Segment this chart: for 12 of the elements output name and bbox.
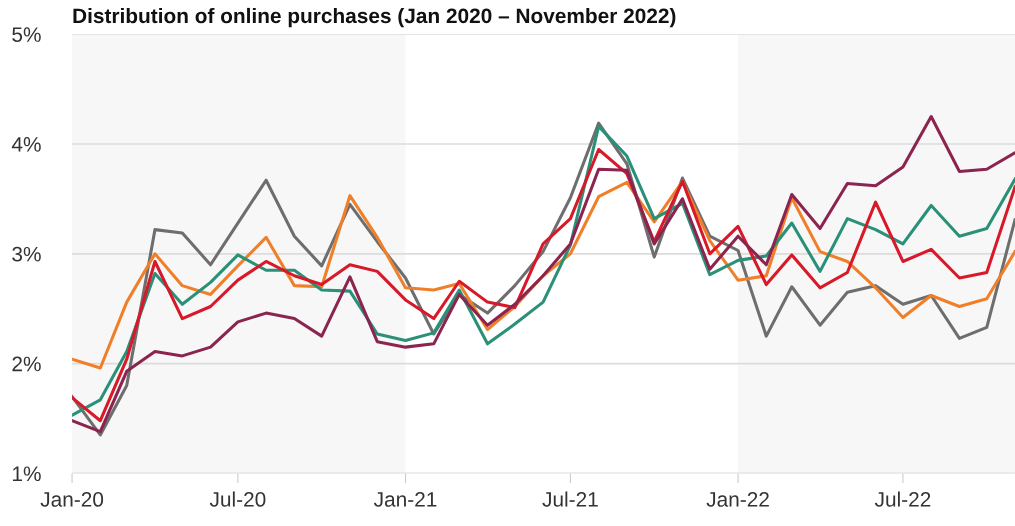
y-tick-label: 4%	[11, 137, 41, 152]
y-tick-label: 3%	[12, 246, 41, 262]
x-tick-label: Jul-22	[874, 491, 931, 507]
x-tick-label: Jan-21	[373, 492, 437, 507]
chart-title: Distribution of online purchases (Jan 2020 – November 2022)	[73, 7, 676, 28]
y-tick-label: 5%	[12, 27, 41, 42]
x-tick-label: Jul-21	[542, 491, 598, 507]
y-tick-label: 1%	[12, 466, 41, 482]
y-tick-label: 2%	[12, 356, 41, 372]
x-tick-label: Jan-22	[706, 492, 769, 507]
x-tick-label: Jul-20	[209, 491, 266, 507]
x-tick-label: Jan-20	[40, 492, 104, 507]
